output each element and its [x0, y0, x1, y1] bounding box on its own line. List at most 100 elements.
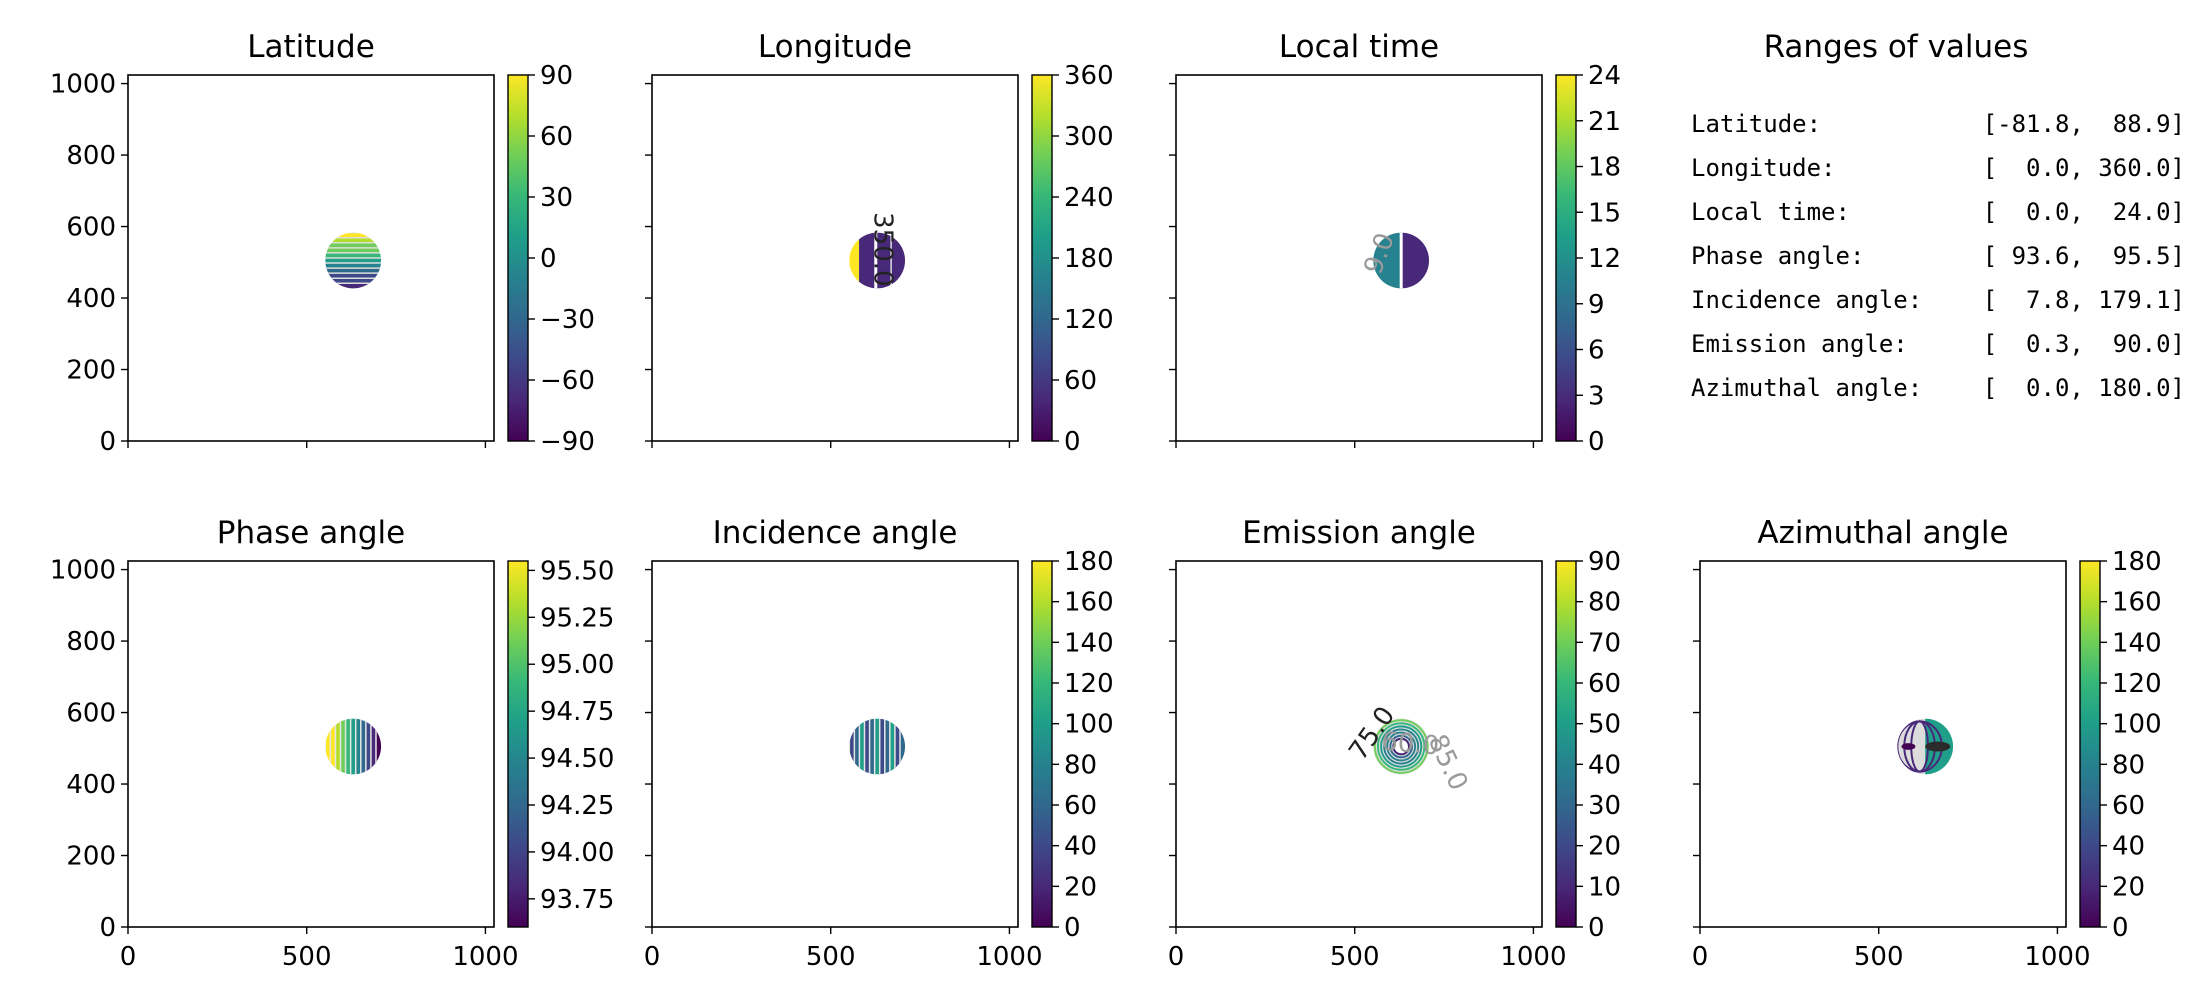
disk-image — [325, 232, 382, 289]
colorbar — [1555, 560, 1577, 928]
colorbar-tick-label: 94.25 — [540, 791, 614, 821]
x-tick-label: 1000 — [976, 942, 1042, 972]
x-tick-label: 0 — [1168, 942, 1185, 972]
panel-title: Local time — [1279, 29, 1439, 65]
disk-band — [325, 278, 382, 284]
disk-band — [859, 232, 876, 289]
range-label: Incidence angle: — [1691, 286, 1922, 314]
disk-band — [849, 718, 855, 775]
disk-band — [325, 252, 382, 259]
disk-band — [859, 718, 866, 775]
disk-band — [889, 718, 896, 775]
disk-band — [1392, 737, 1410, 756]
colorbar-tick-label: 80 — [1064, 750, 1097, 780]
colorbar-tick-label: 10 — [1588, 872, 1621, 902]
disk-band — [340, 718, 347, 775]
colorbar — [1031, 560, 1053, 928]
disk-image — [1373, 718, 1430, 775]
panel-1: Longitude 350.0 360 300 240 180 120 60 0 — [645, 29, 1114, 457]
colorbar-tick-label: 360 — [1064, 61, 1114, 91]
colorbar-tick-label: 0 — [1064, 913, 1081, 943]
disk-band — [869, 718, 876, 775]
colorbar — [1031, 74, 1053, 442]
panel-title: Ranges of values — [1764, 29, 2029, 65]
y-tick-label: 1000 — [50, 70, 116, 100]
disk-band — [884, 718, 891, 775]
colorbar-tick-label: 60 — [1588, 669, 1621, 699]
disk-band — [355, 718, 362, 775]
axes-frame — [1175, 74, 1543, 442]
panel-title: Phase angle — [217, 515, 405, 551]
panel-7: Azimuthal angle 0 500 1000 180 160 140 120 100 80… — [1692, 515, 2162, 972]
colorbar-tick-label: 180 — [1064, 547, 1114, 577]
range-label: Emission angle: — [1691, 330, 1908, 358]
contour-label: 350.0 — [867, 212, 897, 286]
colorbar-tick-label: 40 — [1064, 832, 1097, 862]
panel-title: Latitude — [247, 29, 375, 65]
colorbar-tick-label: −30 — [540, 305, 595, 335]
colorbar-tick-label: 160 — [1064, 588, 1114, 618]
y-tick-label: 400 — [66, 770, 116, 800]
disk-band — [325, 247, 382, 254]
colorbar-tick-label: 60 — [1064, 366, 1097, 396]
x-tick-label: 0 — [644, 942, 661, 972]
range-label: Phase angle: — [1691, 242, 1864, 270]
colorbar-tick-label: 90 — [1588, 547, 1621, 577]
colorbar-tick-label: 80 — [1588, 588, 1621, 618]
colorbar-tick-label: 40 — [1588, 750, 1621, 780]
colorbar-tick-label: 100 — [1064, 710, 1114, 740]
disk-band — [370, 718, 377, 775]
colorbar-tick-label: 60 — [540, 122, 573, 152]
panel-title: Incidence angle — [713, 515, 958, 551]
colorbar-tick-label: 40 — [2112, 832, 2145, 862]
x-tick-label: 0 — [120, 942, 137, 972]
range-value: [ 0.3, 90.0] — [1983, 330, 2185, 358]
axes-frame — [127, 560, 495, 928]
colorbar-tick-label: 120 — [2112, 669, 2162, 699]
disk-band — [864, 718, 871, 775]
y-tick-label: 0 — [99, 913, 116, 943]
y-tick-label: 800 — [66, 141, 116, 171]
disk-band — [325, 283, 382, 289]
contour-label: 60.0 — [1380, 727, 1440, 762]
colorbar-tick-label: 94.75 — [540, 697, 614, 727]
colorbar-tick-label: 80 — [2112, 750, 2145, 780]
colorbar-tick-label: −60 — [540, 366, 595, 396]
disk-band — [325, 718, 331, 775]
colorbar-tick-label: 0 — [2112, 913, 2129, 943]
colorbar-tick-label: 95.25 — [540, 603, 614, 633]
panel-title: Emission angle — [1242, 515, 1476, 551]
y-tick-label: 600 — [66, 699, 116, 729]
disk-band — [894, 718, 901, 775]
colorbar-tick-label: 24 — [1588, 61, 1621, 91]
disk-band — [325, 232, 382, 239]
colorbar-tick-label: 0 — [1064, 427, 1081, 457]
colorbar-tick-label: 120 — [1064, 305, 1114, 335]
colorbar-tick-label: 21 — [1588, 107, 1621, 137]
range-value: [-81.8, 88.9] — [1983, 110, 2185, 138]
colorbar — [1555, 74, 1577, 442]
y-tick-label: 1000 — [50, 556, 116, 586]
colorbar-tick-label: 240 — [1064, 183, 1114, 213]
disk-band — [325, 237, 382, 244]
colorbar-tick-label: 50 — [1588, 710, 1621, 740]
disk-band — [325, 263, 382, 269]
panel-4: Phase angle 0 200 400 600 800 1000 0 500 1000 95.5… — [50, 515, 615, 972]
disk-band — [1925, 741, 1951, 752]
disk-band — [325, 273, 382, 279]
colorbar-tick-label: 120 — [1064, 669, 1114, 699]
y-tick-label: 800 — [66, 627, 116, 657]
range-label: Local time: — [1691, 198, 1850, 226]
colorbar-tick-label: 300 — [1064, 122, 1114, 152]
range-value: [ 93.6, 95.5] — [1983, 242, 2185, 270]
colorbar-tick-label: 0 — [1588, 913, 1605, 943]
colorbar — [507, 74, 529, 442]
x-tick-label: 500 — [806, 942, 856, 972]
x-tick-label: 1000 — [452, 942, 518, 972]
disk-band — [849, 232, 860, 289]
colorbar-tick-label: 60 — [2112, 791, 2145, 821]
colorbar-tick-label: 3 — [1588, 381, 1605, 411]
disk-image — [1897, 718, 1954, 775]
